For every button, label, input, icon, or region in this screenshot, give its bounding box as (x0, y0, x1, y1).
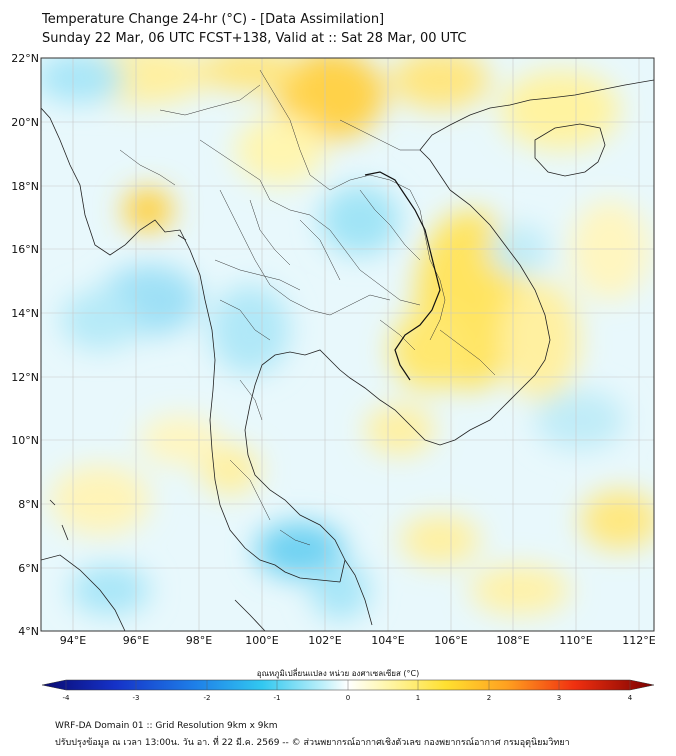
lat-label: 14°N (11, 307, 39, 320)
lon-label: 100°E (245, 634, 278, 647)
lat-label: 10°N (11, 434, 39, 447)
thai-border (364, 171, 441, 381)
temperature-field (41, 58, 654, 631)
colorbar-tick: 1 (416, 694, 420, 702)
lat-label: 16°N (11, 243, 39, 256)
lon-label: 110°E (559, 634, 592, 647)
colorbar: -4 -3 -2 -1 0 1 2 3 4 (41, 679, 655, 702)
colorbar-tick: 2 (487, 694, 491, 702)
lon-label: 96°E (123, 634, 149, 647)
lon-label: 94°E (60, 634, 86, 647)
lon-label: 112°E (622, 634, 655, 647)
lat-label: 4°N (18, 625, 39, 638)
lon-label: 104°E (371, 634, 404, 647)
colorbar-tick: 4 (628, 694, 633, 702)
colorbar-tick: -3 (133, 694, 140, 702)
admin-borders (119, 69, 496, 546)
map-frame (40, 57, 655, 632)
lat-label: 20°N (11, 116, 39, 129)
map-subtitle: Sunday 22 Mar, 06 UTC FCST+138, Valid at… (42, 31, 467, 46)
lon-label: 102°E (308, 634, 341, 647)
colorbar-label: อุณหภูมิเปลี่ยนแปลง หน่วย องศาเซลเซียส (… (256, 669, 420, 678)
colorbar-tick: -2 (204, 694, 211, 702)
colorbar-tick: -1 (274, 694, 281, 702)
colorbar-tick: 3 (557, 694, 561, 702)
lat-label: 18°N (11, 180, 39, 193)
footer-credit: ปรับปรุงข้อมูล ณ เวลา 13:00น. วัน อา. ที… (55, 738, 570, 748)
footer-model-info: WRF-DA Domain 01 :: Grid Resolution 9km … (55, 721, 278, 731)
lon-label: 108°E (496, 634, 529, 647)
colorbar-tick: -4 (63, 694, 71, 702)
map-gridlines (41, 57, 654, 631)
lat-label: 8°N (18, 498, 39, 511)
lon-label: 98°E (186, 634, 212, 647)
lat-label: 22°N (11, 52, 39, 65)
longitude-labels: 94°E 96°E 98°E 100°E 102°E 104°E 106°E 1… (60, 634, 656, 647)
lat-label: 6°N (18, 562, 39, 575)
colorbar-tick: 0 (346, 694, 350, 702)
lon-label: 106°E (434, 634, 467, 647)
latitude-labels: 22°N 20°N 18°N 16°N 14°N 12°N 10°N 8°N 6… (11, 52, 39, 638)
coastlines (41, 79, 654, 631)
lat-label: 12°N (11, 371, 39, 384)
map-title: Temperature Change 24-hr (°C) - [Data As… (42, 12, 385, 27)
